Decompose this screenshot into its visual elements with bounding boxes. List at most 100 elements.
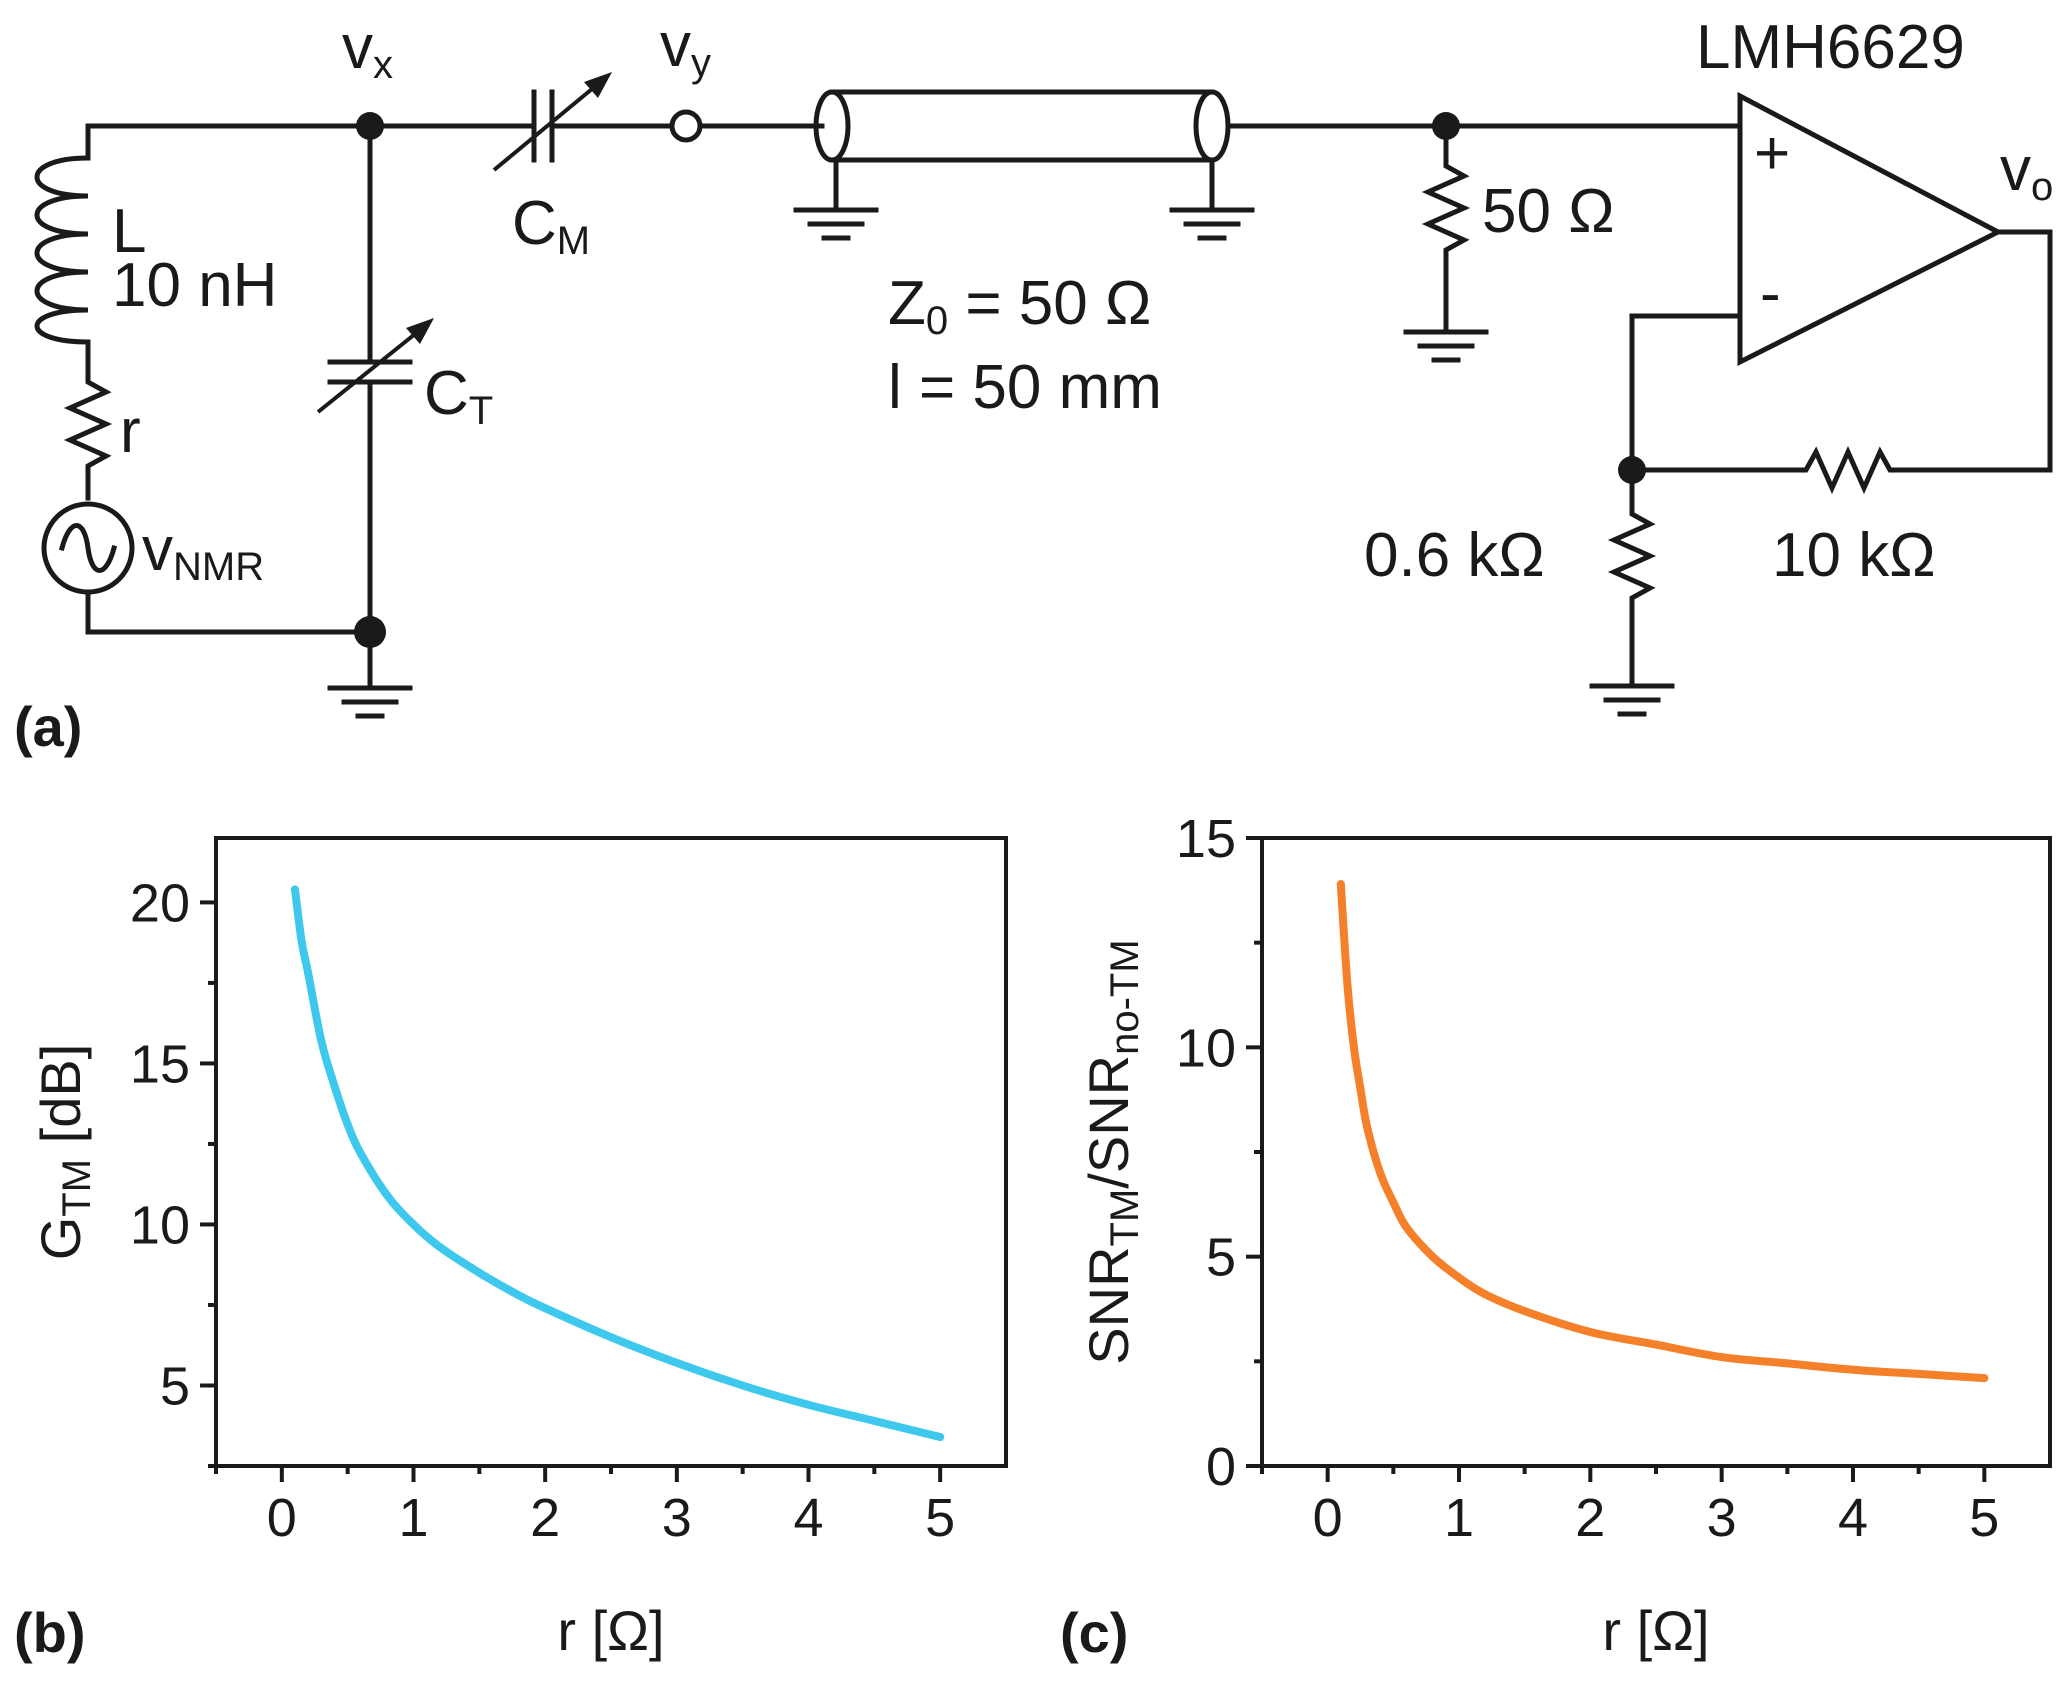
chart-b-data-point <box>435 1243 444 1252</box>
ground-icon <box>793 207 879 241</box>
chart-b-x-tick-label: 0 <box>267 1488 297 1548</box>
chart-b-data-point <box>343 1120 352 1129</box>
chart-c-data-point <box>1586 1328 1595 1337</box>
chart-b-data-point <box>514 1291 523 1300</box>
panel-a-label: (a) <box>14 695 82 758</box>
chart-b-x-tick-label: 4 <box>793 1488 823 1548</box>
feedback-resistor <box>1629 445 1903 495</box>
chart-c-data-point <box>1349 1043 1358 1052</box>
inductor-coil <box>34 123 91 375</box>
chart-b-data-point <box>738 1381 747 1390</box>
chart-c-data-point <box>1402 1223 1411 1232</box>
chart-c-data-point <box>1376 1168 1385 1177</box>
chart-b-xlabel: r [Ω] <box>557 1599 664 1662</box>
chart-c: 0 1 2 3 4 5 0 5 10 15 r [Ω] SNRTM/SNRno-TM (c) <box>1060 809 2052 1664</box>
chart-b-data-point <box>870 1416 879 1425</box>
chart-c-data-point <box>1481 1290 1490 1299</box>
chart-c-x-tick-label: 1 <box>1444 1488 1474 1548</box>
chart-c-data-point <box>1363 1122 1372 1131</box>
chart-c-y-tick-label: 5 <box>1206 1228 1236 1288</box>
ct-tune-arrow <box>316 328 422 414</box>
wire-minus-input <box>1629 313 1743 473</box>
chart-b-y-axis: 5 10 15 20 <box>130 873 216 1468</box>
chart-c-data-point <box>1980 1374 1989 1383</box>
line-impedance-label: Z0 = 50 Ω <box>888 269 1151 343</box>
cm-tune-arrow <box>492 82 600 172</box>
chart-c-x-tick-label: 4 <box>1838 1488 1868 1548</box>
node-vy-label: vy <box>660 11 711 85</box>
chart-b-x-axis: 0 1 2 3 4 5 <box>214 1466 955 1548</box>
chart-b-data-point <box>804 1400 813 1409</box>
chart-c-data-point <box>1389 1198 1398 1207</box>
chart-c-data-point <box>1356 1085 1365 1094</box>
amp-minus-label: - <box>1760 259 1781 328</box>
amp-plus-label: + <box>1754 119 1790 188</box>
feedback-resistor-label: 10 kΩ <box>1772 521 1936 590</box>
chart-c-x-tick-label: 0 <box>1313 1488 1343 1548</box>
chart-c-x-tick-label: 5 <box>1969 1488 1999 1548</box>
panel-c-label: (c) <box>1060 1601 1128 1664</box>
chart-c-series-line <box>1336 880 1989 1383</box>
ground-icon <box>327 685 413 719</box>
panel-b-label: (b) <box>14 1601 86 1664</box>
chart-c-ylabel: SNRTM/SNRno-TM <box>1077 939 1147 1364</box>
coax-line-icon <box>813 89 1231 213</box>
chart-b-data-point <box>607 1333 615 1342</box>
chart-c-data-point <box>1336 880 1345 889</box>
chart-c-data-point <box>1849 1365 1857 1374</box>
chart-b-data-point <box>291 885 299 894</box>
chart-b-y-tick-label: 15 <box>130 1034 190 1094</box>
circuit-diagram: vx vy vo L 10 nH r vNMR CT CM Z0 = 50 Ω … <box>14 11 2053 758</box>
chart-c-y-tick-label: 15 <box>1176 809 1236 869</box>
termination-label: 50 Ω <box>1482 177 1615 246</box>
chart-c-data-point <box>1428 1252 1437 1261</box>
node-vx-label: vx <box>342 13 393 87</box>
chart-c-y-axis: 0 5 10 15 <box>1176 809 1262 1497</box>
chart-c-data-point <box>1520 1307 1529 1316</box>
wire-feedback-right <box>1897 229 2053 473</box>
gain-resistor <box>1607 467 1657 687</box>
chart-b-x-tick-label: 3 <box>662 1488 692 1548</box>
chart-b-data-point <box>672 1358 681 1367</box>
chart-b-data-point <box>304 969 313 978</box>
chart-c-points <box>1336 880 1989 1383</box>
chart-c-x-tick-label: 3 <box>1707 1488 1737 1548</box>
ground-icon <box>1403 329 1489 363</box>
cm-arrowhead-icon <box>584 72 612 98</box>
amplifier-name-label: LMH6629 <box>1696 13 1965 82</box>
inductor-name-label: L <box>112 197 146 266</box>
chart-b-y-tick-label: 20 <box>130 873 190 933</box>
chart-c-y-tick-label: 0 <box>1206 1437 1236 1497</box>
chart-c-data-point <box>1455 1273 1463 1282</box>
source-label: vNMR <box>142 515 264 589</box>
wire-bottom-left <box>85 589 373 635</box>
chart-c-y-tick-label: 10 <box>1176 1018 1236 1078</box>
node-vo-label: vo <box>2000 135 2053 209</box>
coil-resistor <box>63 369 113 501</box>
chart-b-x-tick-label: 2 <box>530 1488 560 1548</box>
chart-b-x-tick-label: 5 <box>925 1488 955 1548</box>
chart-b-data-point <box>541 1304 550 1313</box>
tuning-cap-label: CT <box>424 359 493 433</box>
chart-c-data-point <box>1652 1340 1660 1349</box>
chart-b-data-point <box>330 1081 339 1090</box>
chart-b-y-tick-label: 10 <box>130 1195 190 1255</box>
ground-icon <box>1169 207 1255 241</box>
chart-c-data-point <box>1914 1369 1923 1378</box>
chart-b-series-line <box>291 885 945 1441</box>
node-vy-circle <box>669 109 703 143</box>
termination-resistor <box>1421 123 1471 333</box>
line-length-label: l = 50 mm <box>888 353 1162 422</box>
chart-c-x-axis: 0 1 2 3 4 5 <box>1260 1466 1999 1548</box>
chart-b-y-tick-label: 5 <box>160 1356 190 1416</box>
chart-c-x-tick-label: 2 <box>1575 1488 1605 1548</box>
chart-c-data-point <box>1783 1359 1792 1368</box>
opamp-icon <box>1737 91 2004 367</box>
ground-icon <box>1589 683 1675 717</box>
gain-resistor-label: 0.6 kΩ <box>1364 521 1545 590</box>
chart-b-data-point <box>356 1149 365 1158</box>
chart-b-x-tick-label: 1 <box>398 1488 428 1548</box>
coil-resistance-label: r <box>120 397 141 466</box>
chart-b-ylabel: GTM [dB] <box>29 1044 99 1261</box>
